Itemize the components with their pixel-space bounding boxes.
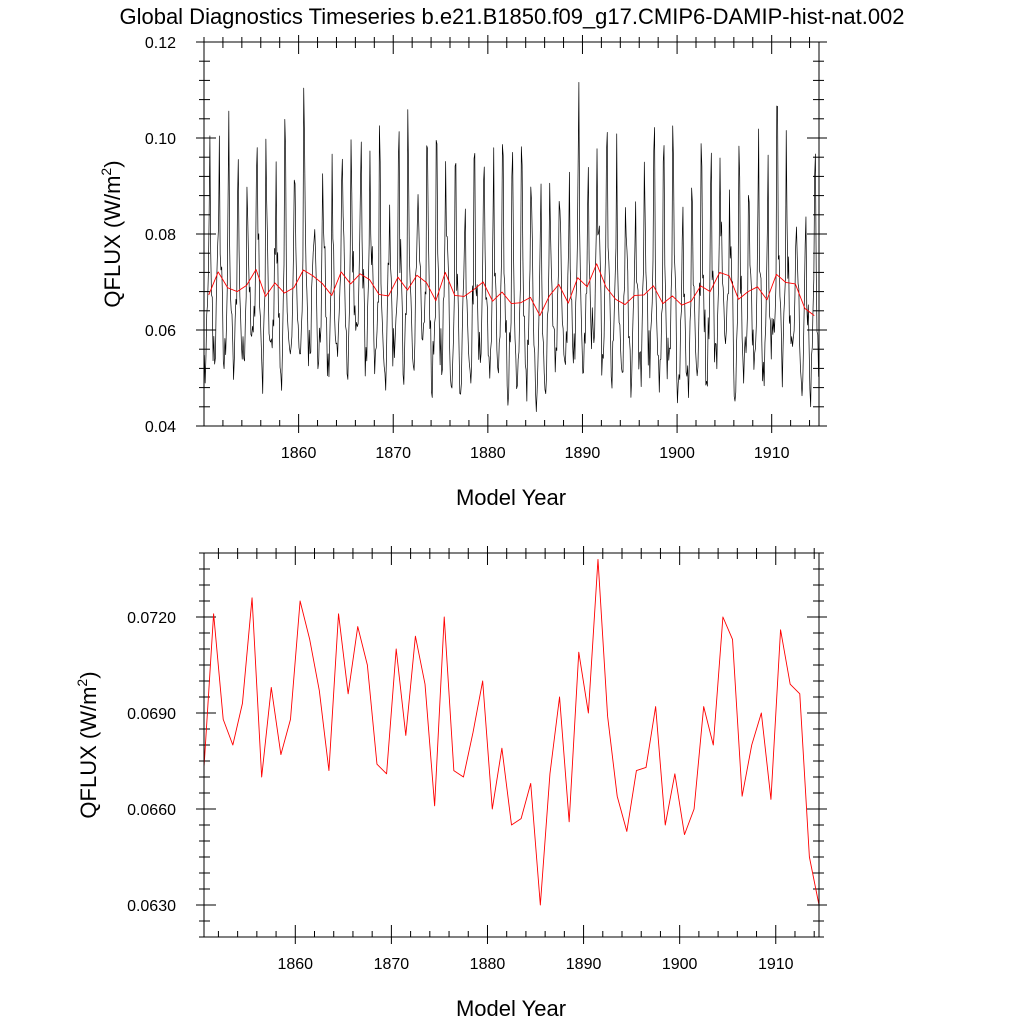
bottom-plot-frame (203, 552, 820, 938)
top-x-tick-label: 1910 (754, 445, 790, 462)
top-x-tick-label: 1880 (470, 445, 506, 462)
top-tick-labels: 1860 1870 1880 1890 1900 1910 0.04 0.06 0.08 0.10… (145, 35, 790, 462)
top-plot-lines (204, 82, 819, 412)
figure-title: Global Diagnostics Timeseries b.e21.B185… (119, 4, 904, 29)
bottom-y-tick-label: 0.0660 (127, 802, 176, 819)
top-monthly-series-line (204, 82, 819, 412)
bottom-panel: 1860 1870 1880 1890 1900 1910 0.0630 0.0660 0.06… (74, 546, 827, 1021)
bottom-x-axis-label: Model Year (456, 996, 566, 1021)
bottom-x-tick-label: 1890 (566, 956, 602, 973)
top-y-tick-label: 0.06 (145, 323, 176, 340)
top-x-tick-label: 1890 (565, 445, 601, 462)
bottom-y-tick-label: 0.0720 (127, 610, 176, 627)
top-y-axis-label: QFLUX (W/m2) (98, 160, 125, 307)
top-y-tick-label: 0.08 (145, 227, 176, 244)
bottom-axis-ticks (196, 546, 827, 944)
top-y-tick-label: 0.04 (145, 419, 176, 436)
bottom-annual-series-line (203, 558, 820, 906)
bottom-x-tick-label: 1870 (374, 956, 410, 973)
bottom-y-axis-label: QFLUX (W/m2) (74, 671, 101, 818)
top-x-axis-label: Model Year (456, 485, 566, 510)
top-panel: 1860 1870 1880 1890 1900 1910 0.04 0.06 0.08 0.10… (98, 35, 827, 510)
bottom-tick-labels: 1860 1870 1880 1890 1900 1910 0.0630 0.0660 0.06… (127, 610, 794, 973)
bottom-x-tick-label: 1910 (758, 956, 794, 973)
bottom-x-tick-label: 1900 (662, 956, 698, 973)
top-y-tick-label: 0.10 (145, 131, 176, 148)
top-x-tick-label: 1860 (281, 445, 317, 462)
top-x-tick-label: 1870 (375, 445, 411, 462)
top-annual-series-line (208, 263, 815, 317)
top-plot-frame (203, 41, 820, 427)
bottom-y-tick-label: 0.0690 (127, 706, 176, 723)
top-x-tick-label: 1900 (659, 445, 695, 462)
bottom-x-tick-label: 1860 (277, 956, 313, 973)
bottom-plot-lines (203, 558, 820, 906)
top-y-tick-label: 0.12 (145, 35, 176, 52)
bottom-y-tick-label: 0.0630 (127, 898, 176, 915)
bottom-x-tick-label: 1880 (470, 956, 506, 973)
